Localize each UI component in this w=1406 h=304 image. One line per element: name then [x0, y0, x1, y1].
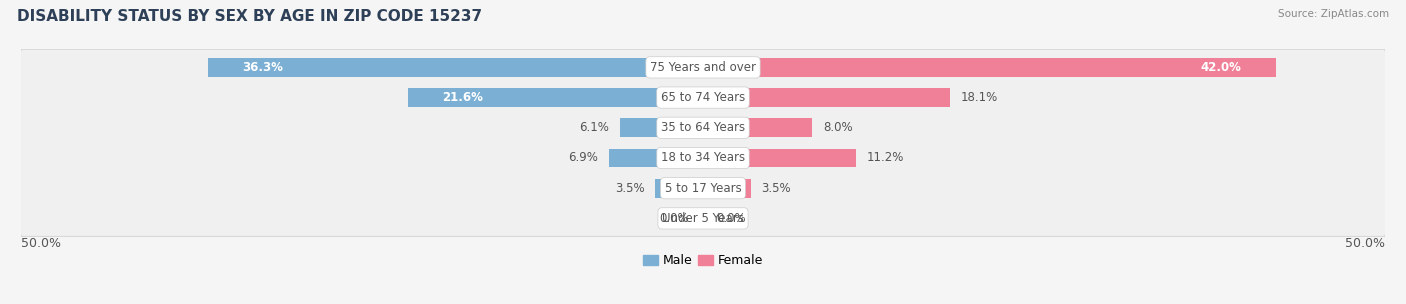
FancyBboxPatch shape	[21, 80, 1385, 115]
Bar	[609, 149, 703, 167]
Text: 75 Years and over: 75 Years and over	[650, 61, 756, 74]
Text: 0.0%: 0.0%	[717, 212, 747, 225]
FancyBboxPatch shape	[18, 106, 1388, 150]
Bar	[703, 119, 813, 137]
Bar	[208, 58, 703, 77]
FancyBboxPatch shape	[18, 197, 1388, 240]
Text: 3.5%: 3.5%	[614, 182, 644, 195]
Text: 5 to 17 Years: 5 to 17 Years	[665, 182, 741, 195]
Text: 50.0%: 50.0%	[21, 237, 60, 250]
FancyBboxPatch shape	[21, 140, 1385, 175]
Text: 8.0%: 8.0%	[823, 121, 852, 134]
FancyBboxPatch shape	[21, 201, 1385, 236]
FancyBboxPatch shape	[18, 136, 1388, 180]
Bar	[703, 179, 751, 198]
Text: Source: ZipAtlas.com: Source: ZipAtlas.com	[1278, 9, 1389, 19]
Text: Under 5 Years: Under 5 Years	[662, 212, 744, 225]
FancyBboxPatch shape	[21, 50, 1385, 85]
FancyBboxPatch shape	[21, 110, 1385, 145]
Bar	[408, 88, 703, 107]
FancyBboxPatch shape	[18, 46, 1388, 89]
Text: 36.3%: 36.3%	[242, 61, 283, 74]
Text: 21.6%: 21.6%	[443, 91, 484, 104]
FancyBboxPatch shape	[18, 76, 1388, 119]
FancyBboxPatch shape	[18, 167, 1388, 210]
Text: 35 to 64 Years: 35 to 64 Years	[661, 121, 745, 134]
Bar	[620, 119, 703, 137]
Bar	[703, 58, 1275, 77]
Text: 6.9%: 6.9%	[568, 151, 598, 164]
Bar	[703, 88, 950, 107]
Text: 0.0%: 0.0%	[659, 212, 689, 225]
Text: 11.2%: 11.2%	[866, 151, 904, 164]
Text: 50.0%: 50.0%	[1346, 237, 1385, 250]
Text: 3.5%: 3.5%	[762, 182, 792, 195]
Text: 18 to 34 Years: 18 to 34 Years	[661, 151, 745, 164]
FancyBboxPatch shape	[21, 171, 1385, 206]
Text: 42.0%: 42.0%	[1201, 61, 1241, 74]
Text: 18.1%: 18.1%	[960, 91, 998, 104]
Bar	[703, 149, 856, 167]
Text: 65 to 74 Years: 65 to 74 Years	[661, 91, 745, 104]
Legend: Male, Female: Male, Female	[638, 249, 768, 272]
Bar	[655, 179, 703, 198]
Text: 6.1%: 6.1%	[579, 121, 609, 134]
Text: DISABILITY STATUS BY SEX BY AGE IN ZIP CODE 15237: DISABILITY STATUS BY SEX BY AGE IN ZIP C…	[17, 9, 482, 24]
